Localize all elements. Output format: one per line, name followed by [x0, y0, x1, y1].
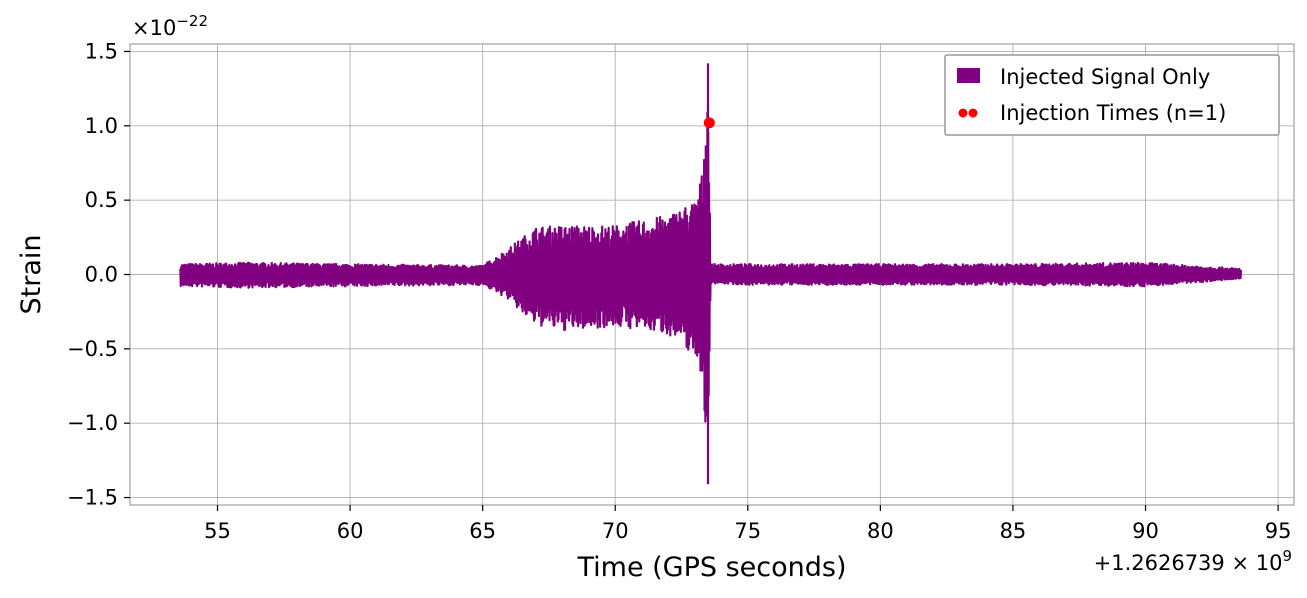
x-tick-label: 85	[1000, 519, 1027, 543]
x-offset-base: +1.2626739 × 10	[1094, 551, 1283, 575]
x-tick-label: 95	[1265, 519, 1292, 543]
x-tick-label: 60	[337, 519, 364, 543]
y-tick-label: 0.0	[85, 263, 118, 287]
legend-marker-injection	[958, 108, 968, 118]
x-axis-label: Time (GPS seconds)	[576, 552, 846, 583]
x-tick-label: 70	[602, 519, 629, 543]
y-tick-label: 0.5	[85, 188, 118, 212]
y-axis-label: Strain	[16, 235, 47, 315]
y-tick-label: −0.5	[67, 337, 118, 361]
x-offset-exponent: 9	[1282, 547, 1292, 565]
injection-time-point	[703, 117, 715, 129]
y-tick-label: 1.0	[85, 114, 118, 138]
signal-series	[179, 63, 1243, 485]
legend-label-signal: Injected Signal Only	[1000, 65, 1210, 89]
x-axis-offset: +1.2626739 × 109	[1094, 547, 1292, 575]
x-axis-ticks: 55 60 65 70 75 80 85 90 95	[204, 505, 1291, 543]
signal-trace	[179, 63, 1243, 485]
y-tick-label: −1.5	[67, 486, 118, 510]
legend-label-injection: Injection Times (n=1)	[1000, 101, 1226, 125]
y-tick-label: 1.5	[85, 39, 118, 63]
x-tick-label: 65	[469, 519, 496, 543]
legend: Injected Signal Only Injection Times (n=…	[944, 54, 1280, 136]
legend-marker-injection	[968, 108, 978, 118]
x-tick-label: 75	[734, 519, 761, 543]
y-axis-scale: ×10−22	[132, 12, 208, 40]
legend-box	[944, 54, 1280, 136]
legend-swatch-signal	[957, 68, 980, 83]
injection-points	[703, 117, 715, 129]
y-tick-label: −1.0	[67, 411, 118, 435]
y-scale-exponent: −22	[176, 12, 208, 30]
y-axis-ticks: 1.5 1.0 0.5 0.0 −0.5 −1.0 −1.5	[67, 39, 130, 510]
y-scale-base: ×10	[132, 16, 176, 40]
x-tick-label: 55	[204, 519, 231, 543]
x-tick-label: 90	[1132, 519, 1159, 543]
x-tick-label: 80	[867, 519, 894, 543]
